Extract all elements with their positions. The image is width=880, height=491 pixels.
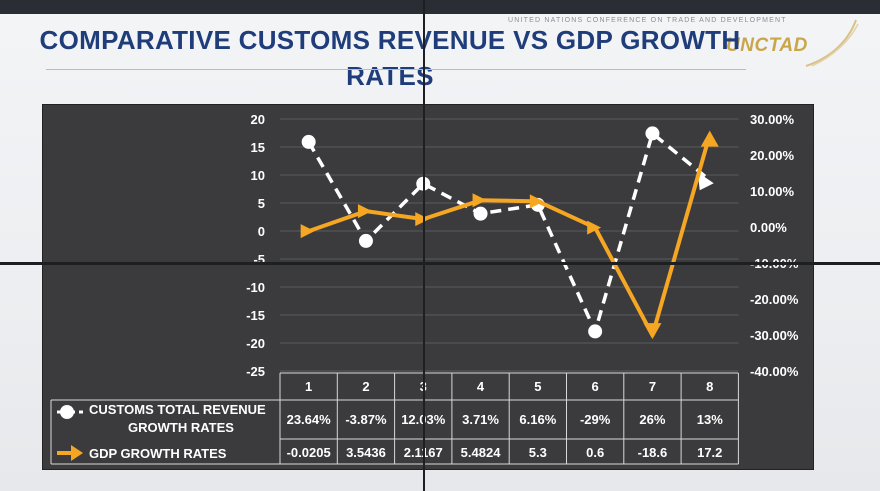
category-label: 5 bbox=[534, 379, 541, 394]
left-axis-ticks: 20 15 10 5 0 -5 -10 -15 -20 -25 bbox=[246, 112, 265, 379]
right-tick-label: 30.00% bbox=[750, 112, 795, 127]
left-tick-label: -15 bbox=[246, 308, 265, 323]
category-label: 4 bbox=[477, 379, 485, 394]
right-axis-ticks: 30.00%20.00%10.00%0.00%-10.00%-20.00%-30… bbox=[750, 112, 799, 379]
left-tick-label: 15 bbox=[251, 140, 265, 155]
right-tick-label: -40.00% bbox=[750, 364, 799, 379]
category-label: 2 bbox=[362, 379, 369, 394]
data-label: -0.0205 bbox=[287, 445, 331, 460]
category-label: 6 bbox=[592, 379, 599, 394]
legend-label-customs: CUSTOMS TOTAL REVENUE bbox=[89, 402, 266, 417]
legend-label-gdp: GDP GROWTH RATES bbox=[89, 446, 227, 461]
left-tick-label: 5 bbox=[258, 196, 265, 211]
data-point-gdp bbox=[300, 224, 315, 239]
display-bezel bbox=[0, 0, 880, 14]
data-point-gdp bbox=[472, 193, 487, 208]
data-label: 0.6 bbox=[586, 445, 604, 460]
data-label: 5.3 bbox=[529, 445, 547, 460]
data-label: 13% bbox=[697, 412, 723, 427]
logo-swoosh-icon bbox=[805, 19, 859, 67]
data-label: 3.5436 bbox=[346, 445, 386, 460]
legend-label-customs-line2: GROWTH RATES bbox=[128, 420, 234, 435]
left-tick-label: -20 bbox=[246, 336, 265, 351]
data-point-customs bbox=[645, 126, 660, 141]
category-label: 1 bbox=[305, 379, 312, 394]
series-line-gdp bbox=[307, 134, 712, 338]
display-seam-vertical bbox=[423, 0, 425, 491]
right-tick-label: -20.00% bbox=[750, 292, 799, 307]
data-point-customs bbox=[473, 206, 488, 221]
right-tick-label: 20.00% bbox=[750, 148, 795, 163]
data-point-gdp bbox=[700, 130, 719, 147]
left-tick-label: -25 bbox=[246, 364, 265, 379]
data-point-gdp bbox=[415, 212, 430, 227]
chart-series bbox=[300, 126, 719, 340]
data-label: 5.4824 bbox=[461, 445, 502, 460]
data-label: 17.2 bbox=[697, 445, 722, 460]
left-tick-label: -10 bbox=[246, 280, 265, 295]
right-tick-label: -30.00% bbox=[750, 328, 799, 343]
data-label: -3.87% bbox=[345, 412, 387, 427]
data-point-gdp bbox=[643, 323, 662, 340]
left-tick-label: 0 bbox=[258, 224, 265, 239]
data-label: 26% bbox=[639, 412, 665, 427]
org-full-name: UNITED NATIONS CONFERENCE ON TRADE AND D… bbox=[508, 17, 787, 24]
data-label: 6.16% bbox=[519, 412, 556, 427]
legend-arrow-gdp bbox=[71, 445, 83, 461]
left-tick-label: -5 bbox=[253, 252, 265, 267]
right-tick-label: 10.00% bbox=[750, 184, 795, 199]
chart-gridlines bbox=[280, 118, 739, 372]
unctad-logo: UNCTAD bbox=[726, 35, 808, 56]
data-point-customs bbox=[301, 134, 316, 149]
display-seam-horizontal bbox=[0, 262, 880, 265]
legend-marker-customs bbox=[60, 405, 74, 419]
data-label: -18.6 bbox=[638, 445, 668, 460]
title-divider bbox=[46, 69, 746, 70]
data-label: 23.64% bbox=[287, 412, 332, 427]
data-point-gdp bbox=[357, 204, 372, 219]
data-table: 1234567823.64%-3.87%12.03%3.71%6.16%-29%… bbox=[50, 372, 739, 465]
category-label: 7 bbox=[649, 379, 656, 394]
slide-title: COMPARATIVE CUSTOMS REVENUE VS GDP GROWT… bbox=[39, 25, 741, 91]
left-tick-label: 20 bbox=[251, 112, 265, 127]
category-label: 8 bbox=[706, 379, 713, 394]
data-point-gdp bbox=[587, 220, 602, 235]
series-line-customs bbox=[307, 131, 711, 334]
right-tick-label: 0.00% bbox=[750, 220, 787, 235]
data-point-customs bbox=[588, 324, 603, 339]
chart-panel: 20 15 10 5 0 -5 -10 -15 -20 -25 30.00% 20.00% 10.00… bbox=[42, 104, 814, 470]
data-point-gdp bbox=[529, 194, 544, 209]
data-point-customs bbox=[358, 233, 373, 248]
data-label: 3.71% bbox=[462, 412, 499, 427]
data-label: -29% bbox=[580, 412, 611, 427]
data-point-customs bbox=[697, 172, 714, 191]
left-tick-label: 10 bbox=[251, 168, 265, 183]
